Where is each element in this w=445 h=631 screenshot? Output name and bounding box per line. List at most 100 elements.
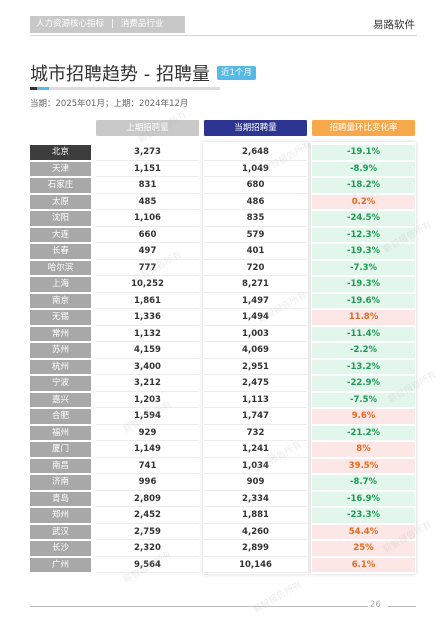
current-value: 1,494	[204, 309, 307, 326]
column-header-change: 招聘量环比变化率	[312, 120, 415, 136]
change-value: -2.2%	[312, 343, 415, 358]
table-row: 合肥 1,594 1,747 9.6%	[30, 408, 415, 425]
city-label: 郑州	[30, 508, 91, 523]
table-row: 石家庄 831 680 -18.2%	[30, 177, 415, 194]
change-value: -13.2%	[312, 359, 415, 374]
current-value: 732	[204, 425, 307, 441]
period-subtitle: 当期：2025年01月；上期：2024年12月	[30, 99, 189, 109]
current-value: 486	[204, 194, 307, 210]
current-value: 1,049	[204, 161, 307, 177]
table-row: 太原 485 486 0.2%	[30, 194, 415, 210]
change-value: -24.5%	[312, 211, 415, 226]
table-row: 沈阳 1,106 835 -24.5%	[30, 210, 415, 227]
previous-value: 1,132	[96, 326, 199, 342]
change-value: -7.5%	[312, 392, 415, 407]
previous-value: 929	[96, 425, 199, 441]
city-label: 常州	[30, 326, 91, 341]
column-header-previous: 上期招聘量	[96, 120, 199, 136]
change-value: -11.4%	[312, 326, 415, 341]
city-label: 济南	[30, 475, 91, 490]
title-underline	[30, 87, 220, 90]
previous-value: 1,203	[96, 392, 199, 408]
watermark-text: 薪智报告所有	[251, 579, 304, 616]
table-row: 长沙 2,320 2,899 25%	[30, 540, 415, 557]
previous-value: 3,400	[96, 359, 199, 375]
page-title: 城市招聘趋势 - 招聘量	[30, 64, 210, 85]
current-value: 579	[204, 227, 307, 243]
tag-hr-core-metrics: 人力资源核心指标	[36, 19, 105, 29]
current-value: 10,146	[204, 557, 307, 573]
change-value: 25%	[312, 541, 415, 556]
previous-value: 2,809	[96, 491, 199, 507]
current-value: 1,034	[204, 458, 307, 474]
change-value: -21.2%	[312, 425, 415, 440]
table-row: 济南 996 909 -8.7%	[30, 474, 415, 491]
city-label: 苏州	[30, 343, 91, 358]
city-label: 无锡	[30, 310, 91, 325]
table-row: 南昌 741 1,034 39.5%	[30, 458, 415, 474]
city-label: 合肥	[30, 409, 91, 424]
change-value: 9.6%	[312, 409, 415, 424]
table-row: 嘉兴 1,203 1,113 -7.5%	[30, 392, 415, 408]
change-value: 8%	[312, 442, 415, 457]
previous-value: 3,273	[96, 144, 199, 161]
city-label: 南昌	[30, 458, 91, 473]
current-value: 720	[204, 260, 307, 276]
table-row: 无锡 1,336 1,494 11.8%	[30, 309, 415, 326]
change-value: -22.9%	[312, 376, 415, 391]
current-value: 4,069	[204, 342, 307, 359]
previous-value: 2,452	[96, 507, 199, 524]
previous-value: 9,564	[96, 557, 199, 573]
previous-value: 3,212	[96, 375, 199, 392]
table-row: 常州 1,132 1,003 -11.4%	[30, 326, 415, 342]
table-row: 福州 929 732 -21.2%	[30, 425, 415, 441]
city-label: 杭州	[30, 359, 91, 374]
previous-value: 497	[96, 243, 199, 260]
city-table: 北京 3,273 2,648 -19.1% 天津 1,151 1,049 -8.9% 石家庄 83…	[30, 144, 415, 573]
city-label: 青岛	[30, 491, 91, 506]
current-value: 4,260	[204, 524, 307, 540]
change-value: -23.3%	[312, 508, 415, 523]
previous-value: 485	[96, 194, 199, 210]
change-value: 54.4%	[312, 524, 415, 539]
column-header-current: 当期招聘量	[204, 120, 307, 136]
change-value: 6.1%	[312, 557, 415, 572]
current-value: 680	[204, 177, 307, 194]
current-value: 8,271	[204, 276, 307, 293]
previous-value: 10,252	[96, 276, 199, 293]
previous-value: 1,106	[96, 210, 199, 227]
current-value: 909	[204, 474, 307, 491]
city-label: 厦门	[30, 442, 91, 457]
table-row: 南京 1,861 1,497 -19.6%	[30, 293, 415, 309]
footer-divider-right	[388, 606, 416, 607]
change-value: 39.5%	[312, 458, 415, 473]
city-label: 石家庄	[30, 178, 91, 193]
change-value: -19.3%	[312, 244, 415, 259]
change-value: -7.3%	[312, 260, 415, 275]
city-label: 宁波	[30, 376, 91, 391]
previous-value: 660	[96, 227, 199, 243]
city-label: 嘉兴	[30, 392, 91, 407]
current-value: 2,648	[204, 144, 307, 161]
header-divider	[30, 35, 417, 36]
city-label: 上海	[30, 277, 91, 292]
current-value: 2,334	[204, 491, 307, 507]
previous-value: 1,594	[96, 408, 199, 425]
tag-separator: |	[111, 19, 114, 29]
city-label: 北京	[30, 145, 91, 160]
report-category-tags: 人力资源核心指标 | 消费品行业	[30, 16, 185, 33]
change-value: -19.1%	[312, 145, 415, 160]
change-value: -8.9%	[312, 161, 415, 176]
change-value: -8.7%	[312, 475, 415, 490]
current-value: 2,951	[204, 359, 307, 375]
period-badge: 近1个月	[217, 66, 256, 80]
previous-value: 1,336	[96, 309, 199, 326]
city-label: 长春	[30, 244, 91, 259]
table-row: 北京 3,273 2,648 -19.1%	[30, 144, 415, 161]
previous-value: 831	[96, 177, 199, 194]
table-row: 武汉 2,759 4,260 54.4%	[30, 524, 415, 540]
brand-name: 易路软件	[373, 19, 415, 31]
change-value: -19.3%	[312, 277, 415, 292]
previous-value: 1,151	[96, 161, 199, 177]
city-label: 太原	[30, 194, 91, 209]
